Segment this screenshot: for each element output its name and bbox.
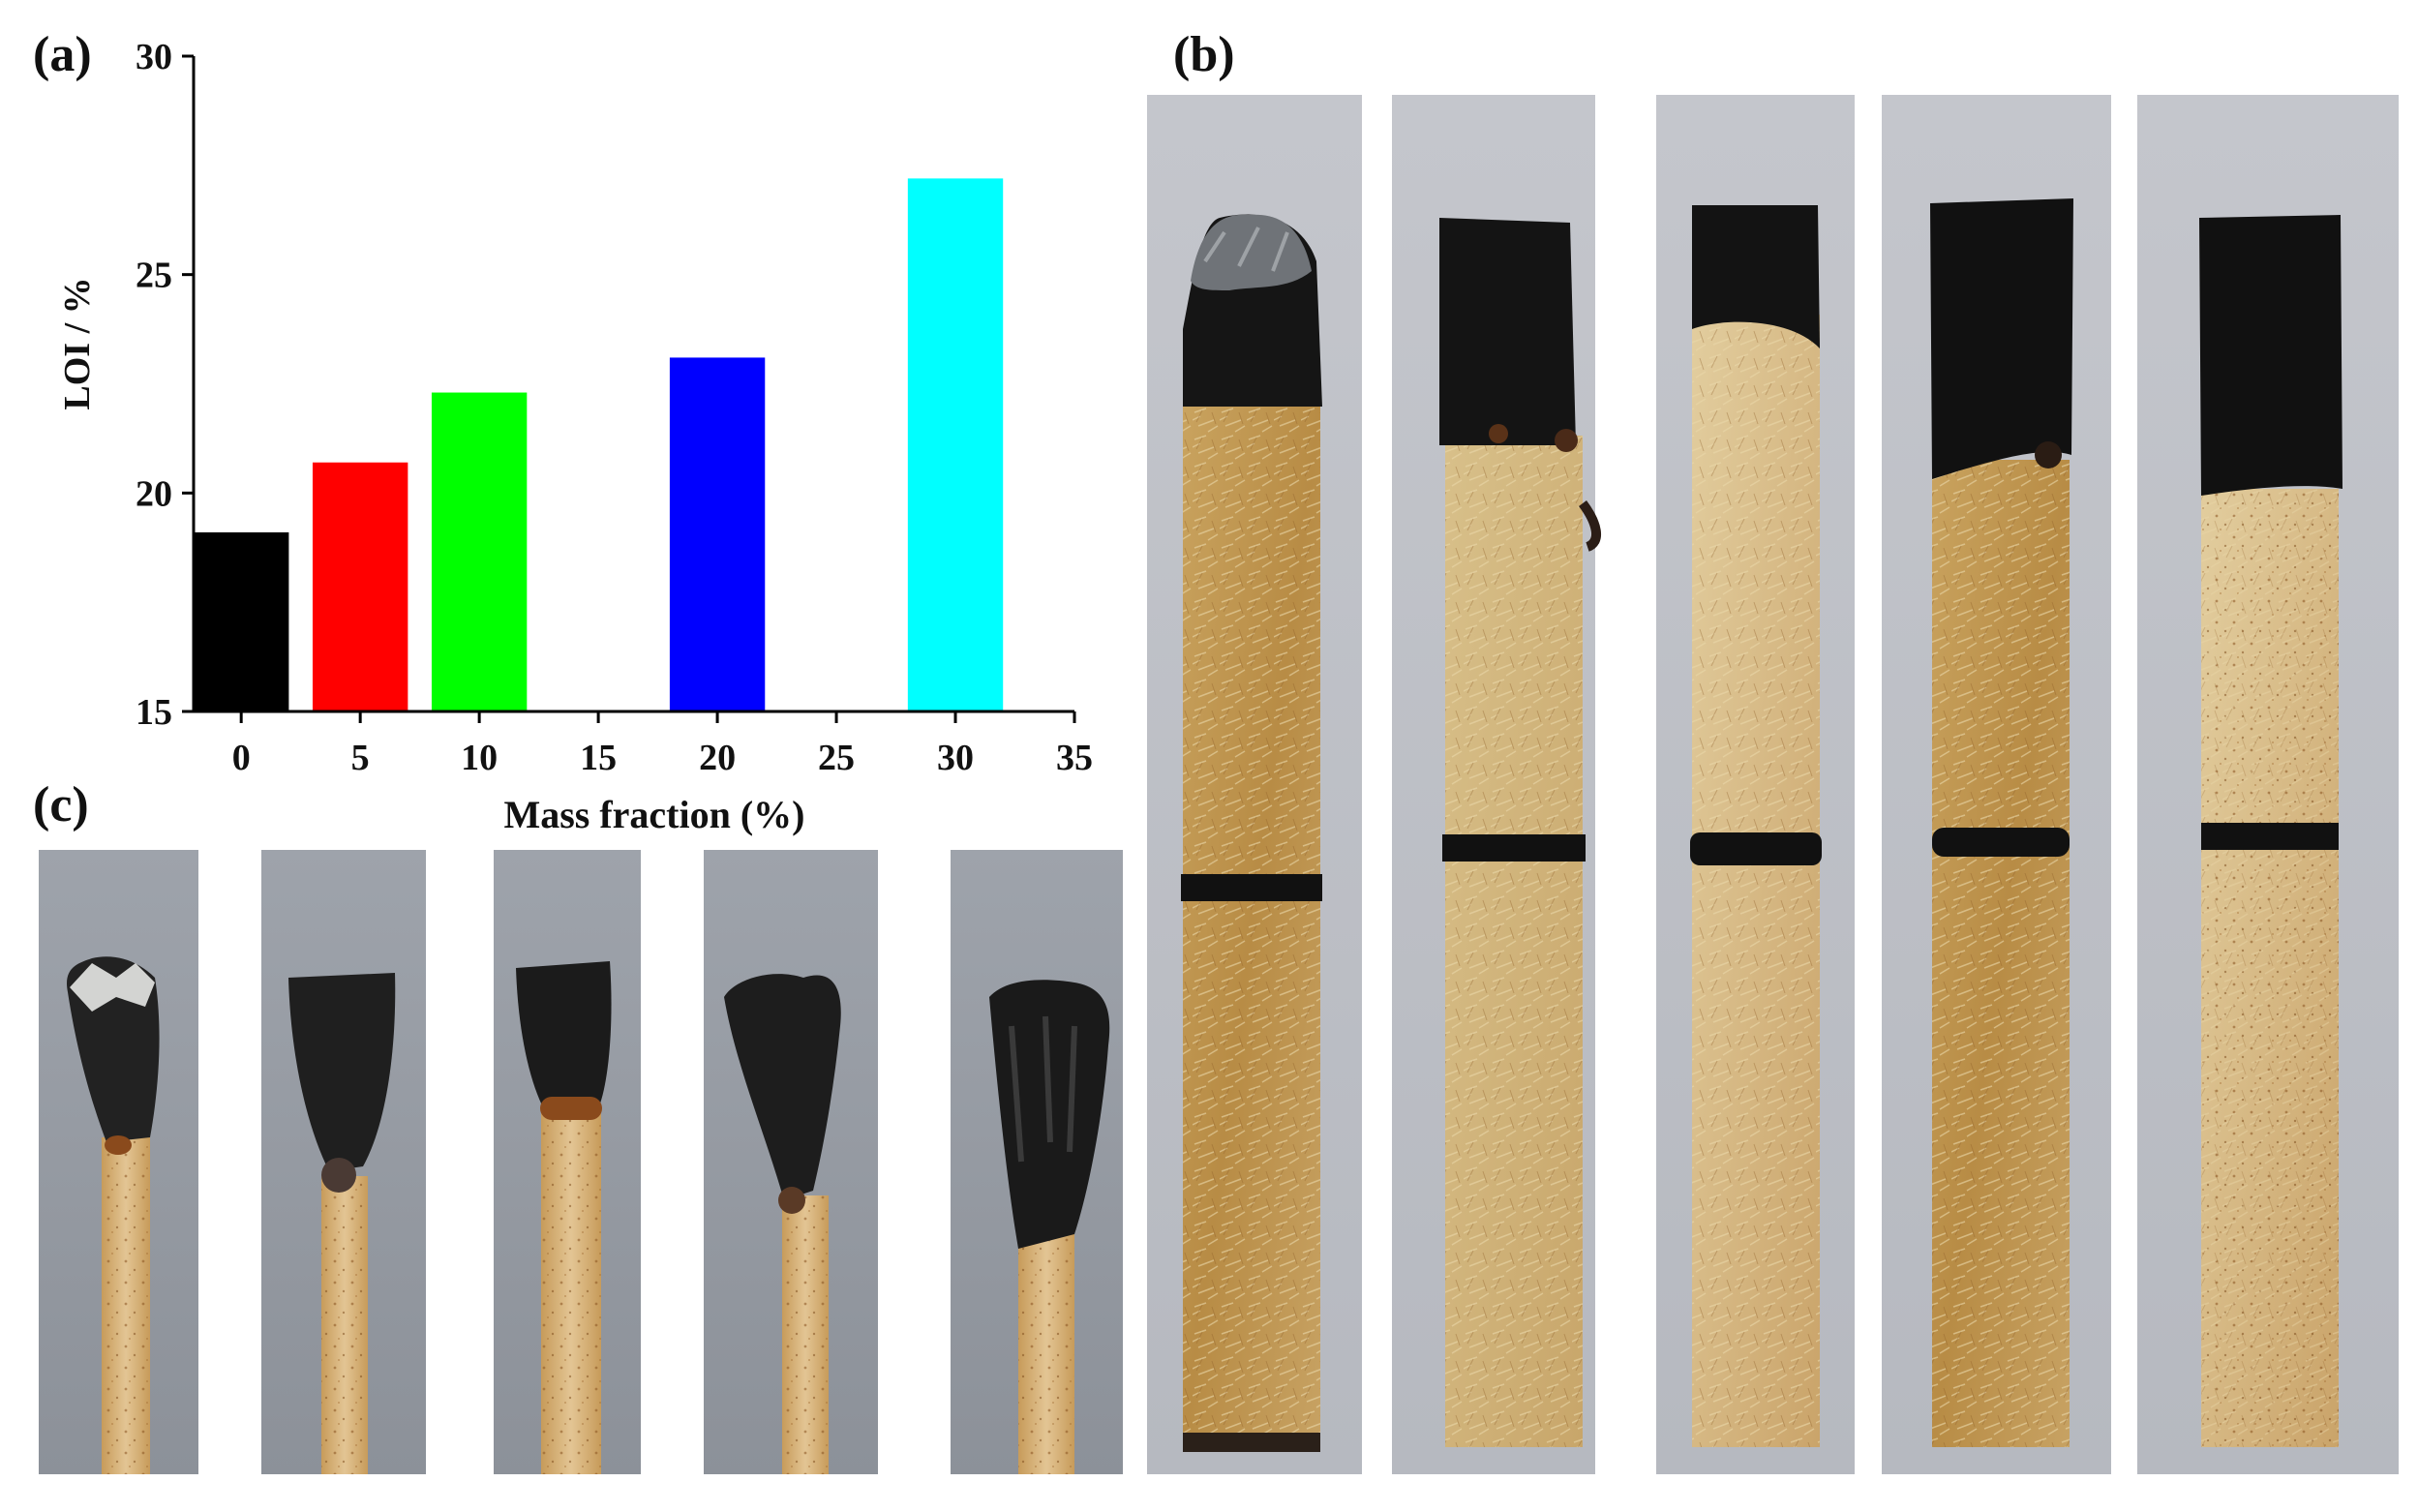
bars	[194, 178, 1004, 711]
photo-b-1	[1147, 95, 1362, 1474]
bar-10	[431, 392, 528, 711]
y-tick-label: 20	[136, 473, 172, 514]
panel-label-c: (c)	[33, 777, 89, 832]
photo-b-4	[1882, 95, 2111, 1474]
panel-label-b: (b)	[1173, 27, 1235, 82]
photos-panel-b	[1147, 95, 2399, 1474]
x-axis-label: Mass fraction (%)	[503, 793, 804, 836]
photo-c-1	[39, 850, 198, 1474]
y-axis-label: LOI / %	[57, 277, 98, 409]
y-tick-label: 30	[136, 37, 172, 77]
photo-b-3	[1656, 95, 1855, 1474]
photos-panel-c	[39, 850, 1123, 1474]
photo-c-3	[494, 850, 641, 1474]
x-tick-label: 10	[461, 738, 498, 778]
bar-20	[669, 357, 766, 711]
bar-5	[312, 462, 408, 711]
x-tick-label: 20	[699, 738, 736, 778]
x-tick-label: 15	[580, 738, 617, 778]
y-tick-label: 15	[136, 692, 172, 733]
x-tick-label: 30	[937, 738, 974, 778]
photo-b-2	[1392, 95, 1601, 1474]
axes	[182, 54, 1076, 723]
bar-0	[194, 531, 289, 711]
panel-label-a: (a)	[33, 27, 92, 82]
photo-c-4	[704, 850, 878, 1474]
photo-c-2	[261, 850, 426, 1474]
x-tick-label: 5	[351, 738, 370, 778]
y-tick-label: 25	[136, 256, 172, 296]
photo-c-5	[951, 850, 1123, 1474]
tick-labels: 15 20 25 30 0 5 10 15 20 25 30 35	[136, 37, 1093, 778]
photo-b-5	[2137, 95, 2399, 1474]
x-tick-label: 0	[232, 738, 251, 778]
x-tick-label: 25	[818, 738, 855, 778]
bar-30	[907, 178, 1004, 711]
x-tick-label: 35	[1056, 738, 1093, 778]
